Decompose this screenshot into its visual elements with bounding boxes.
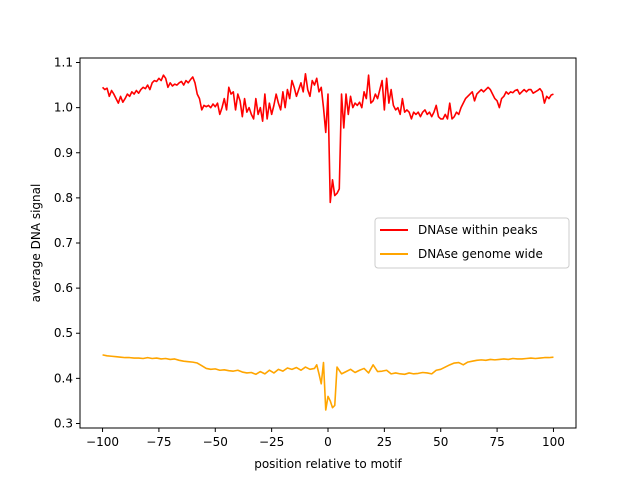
y-tick-label: 0.9 (54, 146, 73, 160)
legend-box (374, 217, 570, 269)
x-tick-label: 100 (542, 435, 565, 449)
x-tick-label: 75 (489, 435, 504, 449)
y-tick-label: 0.7 (54, 236, 73, 250)
y-tick-label: 0.3 (54, 416, 73, 430)
legend-label-dnase-genome-wide: DNAse genome wide (418, 247, 543, 261)
y-tick-label: 0.5 (54, 326, 73, 340)
x-tick-label: −50 (203, 435, 228, 449)
y-tick-label: 1.0 (54, 101, 73, 115)
y-tick-label: 0.4 (54, 371, 73, 385)
x-axis-label: position relative to motif (254, 457, 402, 471)
plot-lines (101, 72, 554, 411)
x-tick-label: 25 (377, 435, 392, 449)
y-tick-label: 0.6 (54, 281, 73, 295)
x-tick-label: −75 (146, 435, 171, 449)
legend-label-dnase-within-peaks: DNAse within peaks (418, 223, 538, 237)
y-tick-label: 1.1 (54, 56, 73, 70)
x-axis: −100 −75 −50 −25 0 25 50 75 100 (86, 428, 565, 449)
y-tick-label: 0.8 (54, 191, 73, 205)
series-line-dnase-genome-wide (102, 354, 554, 411)
x-tick-label: −25 (259, 435, 284, 449)
x-tick-label: 50 (433, 435, 448, 449)
y-axis: 0.3 0.4 0.5 0.6 0.7 0.8 0.9 1.0 1.1 (54, 56, 80, 430)
legend: DNAse within peaks DNAse genome wide (374, 217, 570, 269)
y-axis-label: average DNA signal (29, 184, 43, 303)
series-line-dnase-within-peaks (101, 72, 554, 204)
x-tick-label: 0 (324, 435, 332, 449)
x-tick-label: −100 (86, 435, 119, 449)
